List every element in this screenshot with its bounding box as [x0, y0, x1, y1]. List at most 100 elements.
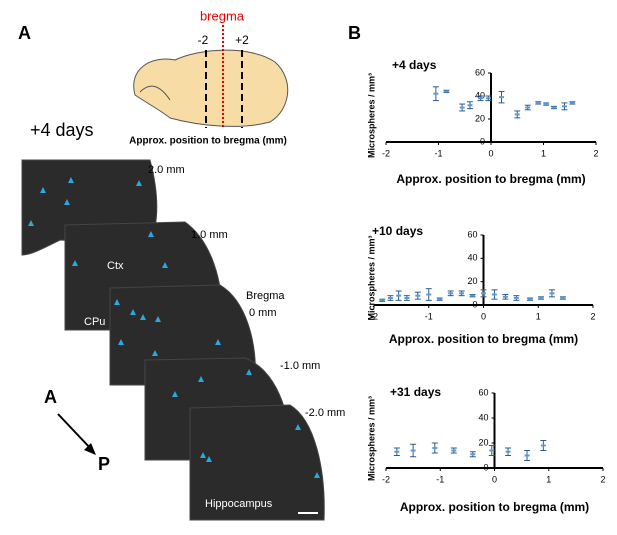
section-label: +2 — [235, 33, 249, 47]
chart-title: +31 days — [390, 385, 441, 399]
y-axis-label: Microspheres / mm³ — [366, 73, 376, 158]
y-tick-label: 20 — [467, 276, 477, 286]
x-axis-label: Approx. position to bregma (mm) — [400, 500, 589, 514]
point — [505, 450, 511, 453]
point — [481, 292, 486, 295]
point — [426, 293, 432, 296]
point — [387, 297, 393, 299]
slice-label: -2.0 mm — [305, 407, 345, 419]
point — [432, 447, 438, 449]
point — [379, 299, 385, 302]
y-axis-label: Microspheres / mm³ — [366, 396, 376, 481]
brain-slices — [21, 159, 325, 521]
slice-label: 2.0 mm — [148, 164, 185, 176]
y-tick-label: 60 — [467, 229, 477, 239]
y-axis-label: Microspheres / mm³ — [366, 235, 376, 320]
x-axis-label: Approx. position to bregma (mm) — [389, 332, 578, 346]
x-tick-label: 0 — [488, 148, 493, 158]
point — [538, 297, 544, 299]
point — [448, 292, 454, 295]
point — [459, 106, 465, 109]
point — [562, 105, 567, 108]
x-tick-label: 0 — [481, 311, 486, 321]
x-tick-label: 2 — [593, 148, 598, 158]
slice-label: 1.0 mm — [191, 229, 228, 241]
y-tick-label: 20 — [478, 437, 488, 447]
y-tick-label: 0 — [483, 462, 488, 472]
point — [404, 297, 410, 299]
region-label: Hippocampus — [205, 498, 273, 510]
slice — [189, 404, 325, 521]
point — [467, 104, 473, 107]
brain-detail — [139, 85, 171, 101]
slice-label: 0 mm — [249, 307, 277, 319]
y-tick-label: 0 — [480, 136, 485, 146]
x-tick-label: 1 — [546, 474, 551, 484]
point — [524, 454, 530, 457]
panel-label: B — [348, 23, 361, 43]
slice-label: -1.0 mm — [280, 360, 320, 372]
point — [549, 292, 555, 295]
point — [502, 295, 508, 298]
x-tick-label: -1 — [425, 311, 433, 321]
point — [451, 449, 457, 452]
direction-arrow — [57, 413, 93, 451]
y-tick-label: 40 — [475, 90, 485, 100]
x-tick-label: 1 — [536, 311, 541, 321]
point — [543, 103, 549, 106]
axis-label: P — [98, 454, 110, 474]
y-tick-label: 0 — [472, 299, 477, 309]
point — [499, 96, 504, 99]
point — [410, 449, 416, 452]
point — [478, 97, 483, 100]
point — [433, 92, 439, 95]
brain-schematic — [133, 49, 289, 127]
point — [415, 294, 421, 297]
x-tick-label: -2 — [382, 474, 390, 484]
x-tick-label: -1 — [434, 148, 442, 158]
point — [470, 453, 476, 456]
point — [525, 106, 531, 109]
point — [535, 101, 541, 104]
point — [513, 297, 519, 299]
point — [551, 106, 557, 109]
point — [396, 294, 402, 297]
point — [514, 113, 520, 116]
schematic-caption: Approx. position to bregma (mm) — [129, 136, 287, 147]
point — [443, 90, 449, 93]
point — [527, 298, 533, 301]
time-label: +4 days — [30, 120, 94, 140]
point — [470, 294, 476, 297]
chart-title: +10 days — [372, 224, 423, 238]
x-axis-label: Approx. position to bregma (mm) — [396, 172, 585, 186]
chart-title: +4 days — [392, 58, 437, 72]
x-tick-label: 2 — [590, 311, 595, 321]
slice-label: Bregma — [246, 290, 285, 302]
bregma-label: bregma — [200, 8, 245, 23]
y-tick-label: 40 — [467, 253, 477, 263]
point — [394, 450, 400, 453]
x-tick-label: 2 — [600, 474, 605, 484]
axis-label: A — [44, 387, 57, 407]
region-label: CPu — [84, 316, 105, 328]
x-tick-label: -1 — [436, 474, 444, 484]
point — [489, 449, 495, 452]
x-tick-label: -2 — [370, 311, 378, 321]
point — [491, 293, 497, 296]
y-tick-label: 60 — [475, 67, 485, 77]
x-tick-label: 1 — [541, 148, 546, 158]
point — [459, 292, 465, 295]
x-tick-label: -2 — [382, 148, 390, 158]
arrow-head — [84, 443, 96, 455]
y-tick-label: 40 — [478, 412, 488, 422]
region-label: Ctx — [107, 260, 124, 272]
point — [560, 297, 566, 299]
y-tick-label: 60 — [478, 387, 488, 397]
y-tick-label: 20 — [475, 113, 485, 123]
x-tick-label: 0 — [492, 474, 497, 484]
point — [485, 97, 491, 100]
point — [540, 444, 546, 447]
point — [569, 101, 575, 104]
